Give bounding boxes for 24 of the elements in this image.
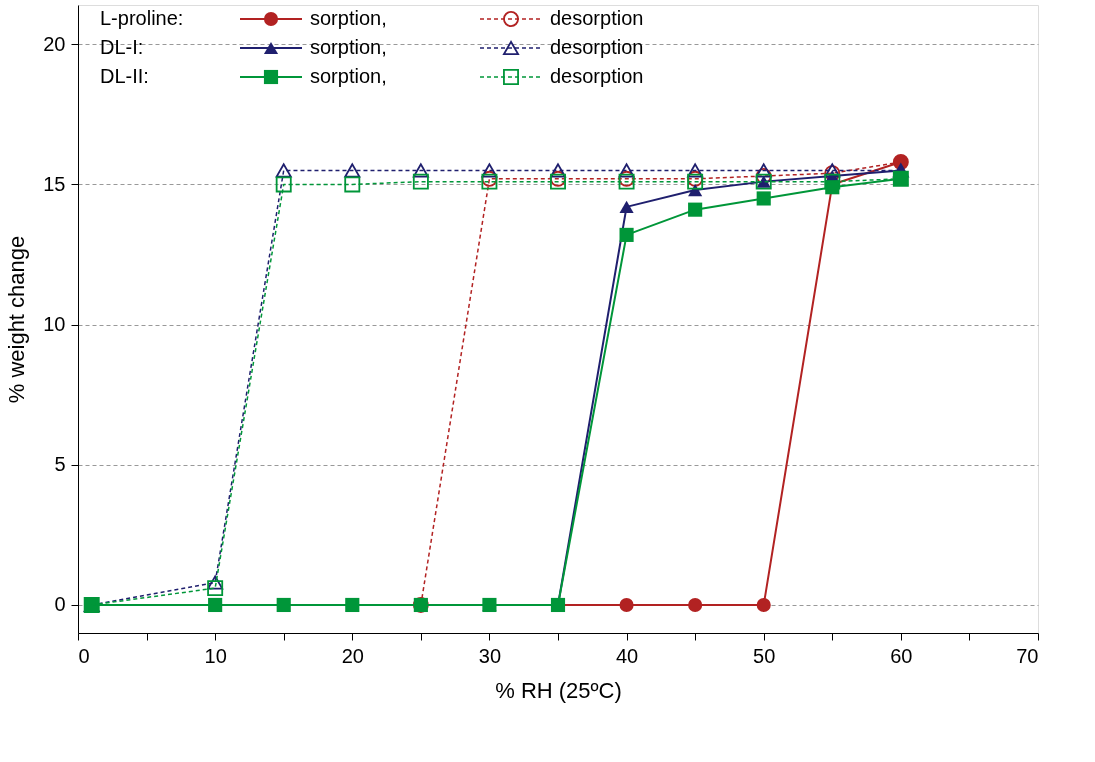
annotation: DL-I: bbox=[100, 36, 144, 58]
x-tick-label: 60 bbox=[890, 644, 913, 667]
y-tick-label: 0 bbox=[54, 593, 66, 616]
x-tick-label: 70 bbox=[1016, 644, 1039, 667]
x-axis-title: % RH (25ºC) bbox=[495, 677, 622, 703]
legend-label: desorption bbox=[550, 36, 644, 58]
legend-label: sorption, bbox=[310, 7, 387, 29]
y-tick-label: 20 bbox=[43, 32, 66, 55]
x-tick-label: 0 bbox=[78, 644, 90, 667]
x-tick-label: 40 bbox=[615, 644, 639, 667]
x-tick-label: 30 bbox=[478, 644, 502, 667]
legend-label: sorption, bbox=[310, 65, 387, 87]
y-tick-label: 15 bbox=[43, 172, 66, 195]
annotation: DL-II: bbox=[100, 65, 149, 87]
legend-label: desorption bbox=[550, 65, 644, 87]
legend-label: sorption, bbox=[310, 36, 387, 58]
legend-label: desorption bbox=[550, 7, 644, 29]
annotation: L-proline: bbox=[100, 7, 184, 29]
y-tick-label: 5 bbox=[54, 453, 66, 476]
y-tick-label: 10 bbox=[43, 313, 66, 336]
x-tick-label: 50 bbox=[753, 644, 776, 667]
x-tick-label: 10 bbox=[204, 644, 227, 667]
x-tick-label: 20 bbox=[341, 644, 364, 667]
y-axis-title: % weight change bbox=[4, 235, 30, 404]
